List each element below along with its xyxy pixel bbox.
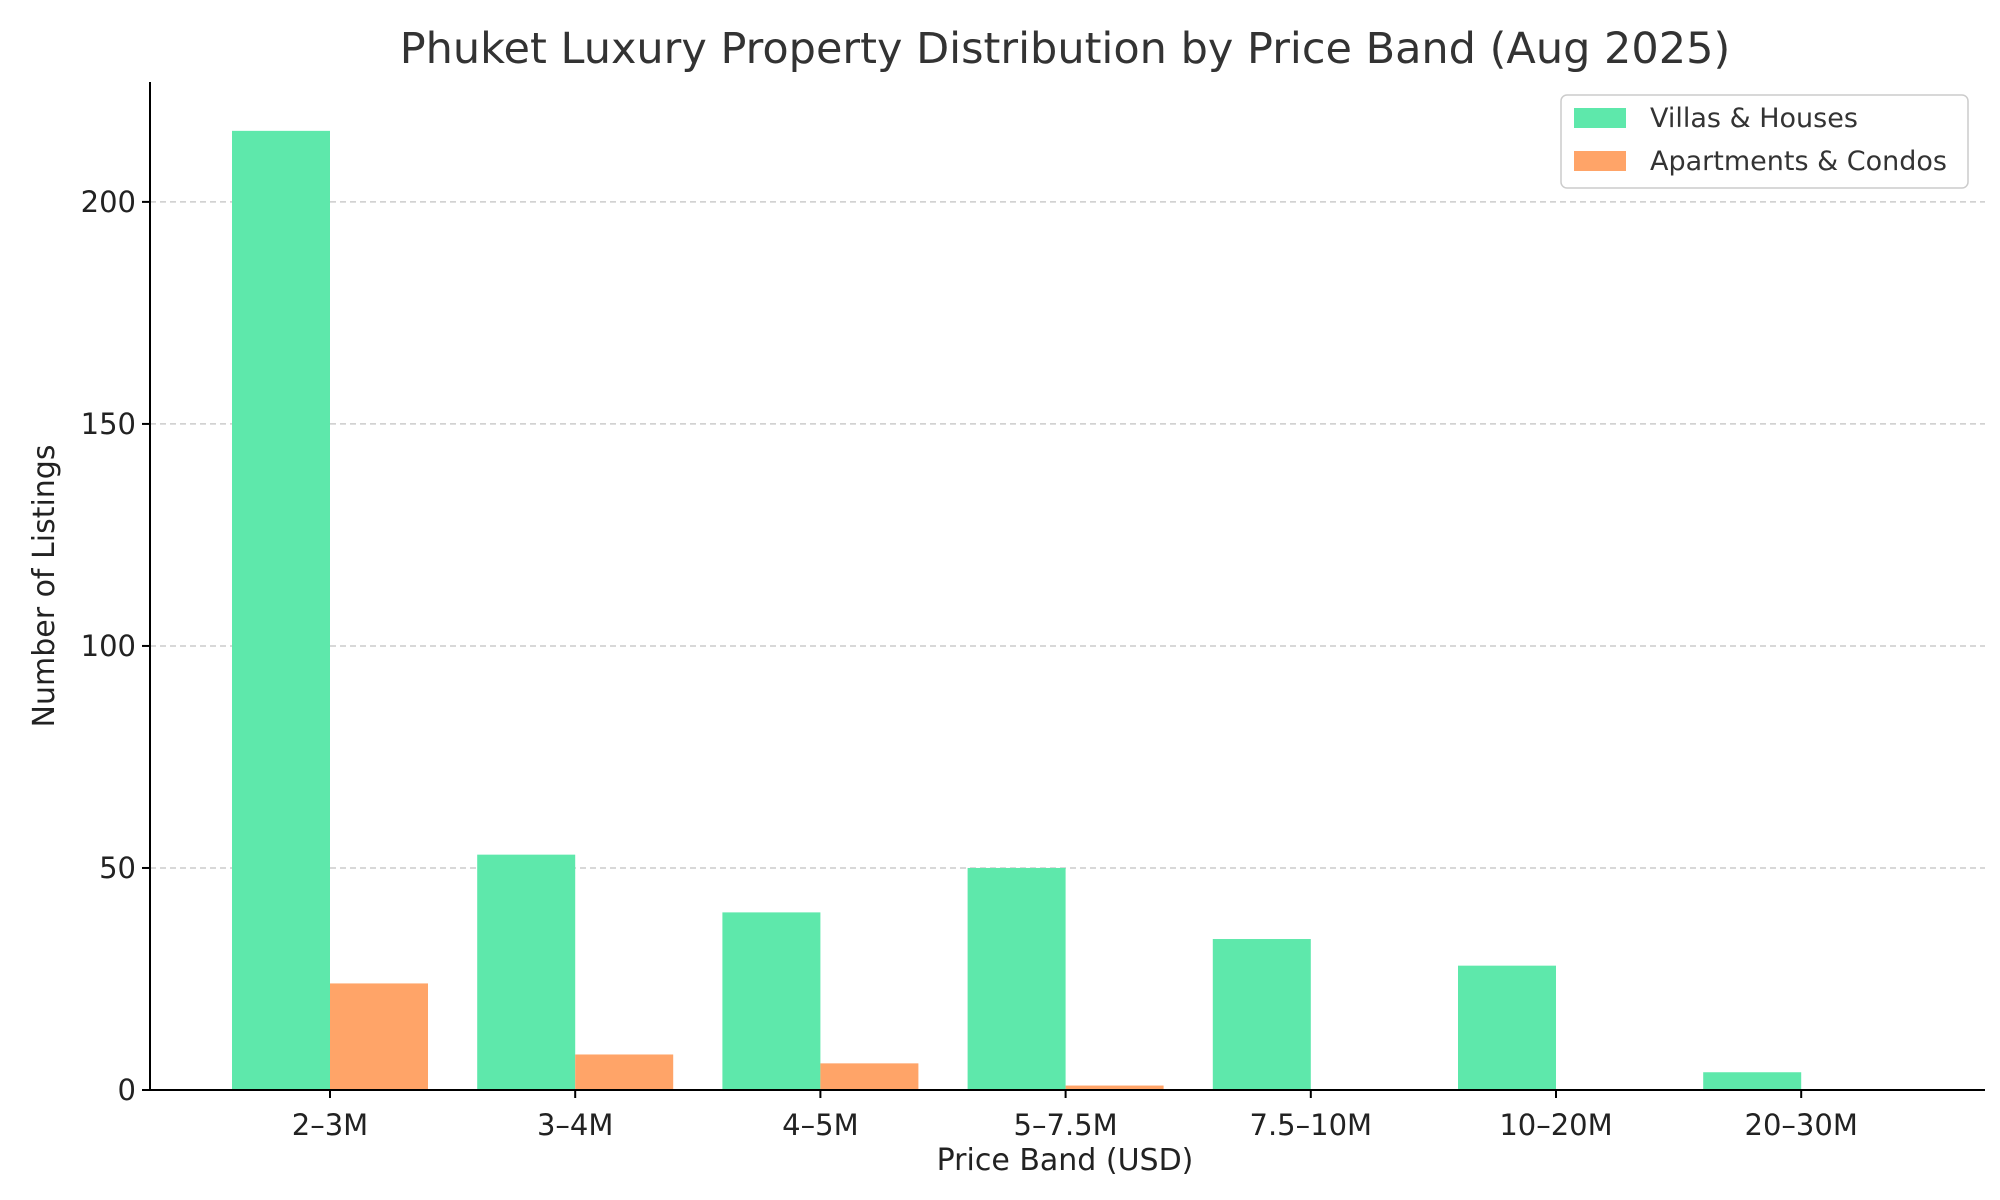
bar-villas-2 [722, 912, 821, 1090]
bars [232, 130, 1802, 1090]
x-tick-label: 4–5M [782, 1108, 858, 1142]
x-tick-label: 2–3M [292, 1108, 368, 1142]
legend-swatch-apartments [1574, 151, 1626, 171]
legend: Villas & Houses Apartments & Condos [1560, 94, 1969, 189]
x-axis-ticks: 2–3M 3–4M 4–5M 5–7.5M 7.5–10M 10–20M 20–30M [292, 1090, 1858, 1142]
bar-villas-5 [1458, 965, 1556, 1090]
y-tick-label: 150 [81, 407, 136, 441]
y-tick-label: 0 [118, 1073, 136, 1107]
x-axis-label: Price Band (USD) [937, 1143, 1194, 1178]
x-tick-label: 5–7.5M [1014, 1108, 1118, 1142]
chart-title: Phuket Luxury Property Distribution by P… [400, 24, 1731, 74]
legend-frame [1560, 94, 1969, 189]
bar-villas-0 [232, 130, 330, 1090]
x-tick-label: 10–20M [1499, 1108, 1612, 1142]
legend-label-villas: Villas & Houses [1650, 103, 1858, 134]
bar-villas-6 [1703, 1072, 1802, 1090]
y-axis-ticks: 0 50 100 150 200 [81, 185, 150, 1107]
y-axis-label: Number of Listings [27, 445, 62, 728]
bar-apartments-3 [1065, 1085, 1164, 1090]
bar-apartments-1 [575, 1054, 674, 1090]
x-tick-label: 7.5–10M [1250, 1108, 1373, 1142]
x-tick-label: 3–4M [537, 1108, 613, 1142]
bar-apartments-0 [330, 983, 428, 1090]
bar-villas-4 [1212, 939, 1311, 1090]
legend-swatch-villas [1574, 108, 1626, 128]
bar-villas-1 [477, 854, 576, 1090]
legend-label-apartments: Apartments & Condos [1650, 146, 1947, 177]
y-tick-label: 50 [99, 851, 136, 885]
gridlines [150, 201, 1985, 869]
y-tick-label: 100 [81, 629, 136, 663]
bar-apartments-2 [820, 1063, 919, 1090]
bar-villas-3 [967, 867, 1066, 1090]
x-tick-label: 20–30M [1745, 1108, 1858, 1142]
y-tick-label: 200 [81, 185, 136, 219]
